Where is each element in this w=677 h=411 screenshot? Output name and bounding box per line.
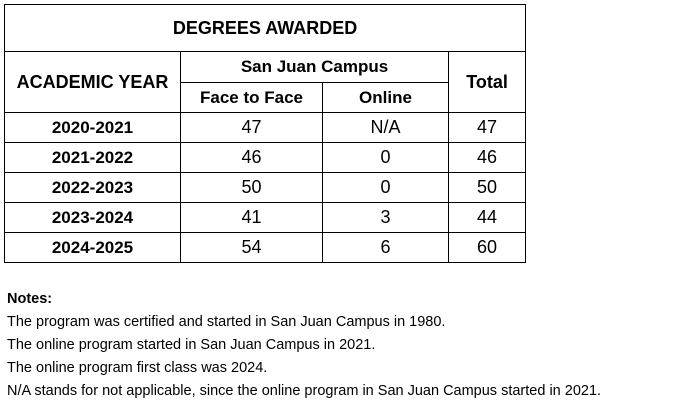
year-cell: 2024-2025 — [4, 232, 181, 263]
table-row: 2023-2024 41 3 44 — [4, 202, 527, 233]
note-line: The online program started in San Juan C… — [7, 337, 376, 353]
table-title: DEGREES AWARDED — [3, 4, 527, 52]
notes-heading: Notes: — [7, 291, 53, 307]
notes-section: Notes: The program was certified and sta… — [7, 288, 675, 403]
year-cell: 2023-2024 — [4, 202, 181, 233]
online-header: Online — [322, 82, 449, 113]
degrees-awarded-table: DEGREES AWARDED ACADEMIC YEAR San Juan C… — [3, 4, 527, 263]
total-cell: 47 — [447, 112, 527, 143]
campus-header: San Juan Campus — [180, 51, 449, 83]
total-header: Total — [447, 51, 527, 113]
online-cell: 6 — [322, 232, 449, 263]
table-row: 2020-2021 47 N/A 47 — [4, 112, 527, 143]
academic-year-header: ACADEMIC YEAR — [4, 51, 181, 113]
total-cell: 44 — [447, 202, 527, 233]
note-line: The program was certified and started in… — [7, 314, 446, 330]
table-row: 2024-2025 54 6 60 — [4, 232, 527, 263]
total-cell: 60 — [447, 232, 527, 263]
total-cell: 50 — [447, 172, 527, 203]
year-cell: 2022-2023 — [4, 172, 181, 203]
face-to-face-cell: 41 — [180, 202, 323, 233]
face-to-face-cell: 47 — [180, 112, 323, 143]
online-cell: 0 — [322, 142, 449, 173]
table-row: 2022-2023 50 0 50 — [4, 172, 527, 203]
online-cell: 0 — [322, 172, 449, 203]
note-line: N/A stands for not applicable, since the… — [7, 383, 602, 399]
face-to-face-cell: 50 — [180, 172, 323, 203]
note-line: The online program first class was 2024. — [7, 360, 268, 376]
face-to-face-header: Face to Face — [180, 82, 323, 113]
table-row: 2021-2022 46 0 46 — [4, 142, 527, 173]
online-cell: N/A — [322, 112, 449, 143]
year-cell: 2020-2021 — [4, 112, 181, 143]
total-cell: 46 — [447, 142, 527, 173]
face-to-face-cell: 46 — [180, 142, 323, 173]
year-cell: 2021-2022 — [4, 142, 181, 173]
online-cell: 3 — [322, 202, 449, 233]
face-to-face-cell: 54 — [180, 232, 323, 263]
